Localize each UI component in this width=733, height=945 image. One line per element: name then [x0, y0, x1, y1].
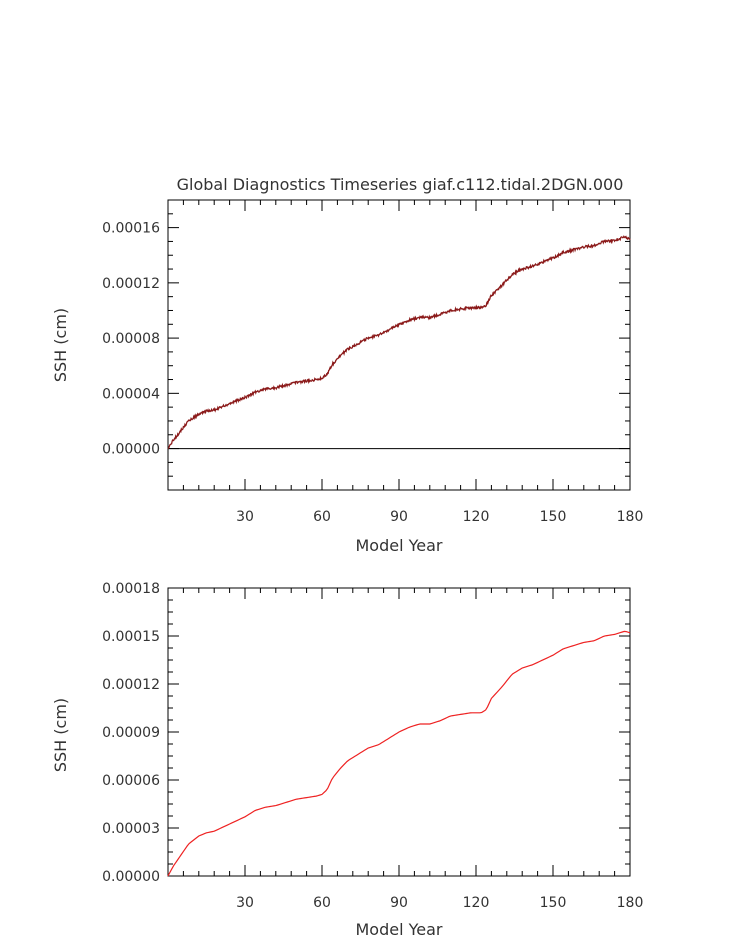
- y-tick-label: 0.00000: [102, 442, 160, 458]
- y-tick-label: 0.00006: [102, 773, 160, 789]
- y-axis-title-bottom: SSH (cm): [51, 698, 70, 772]
- x-tick-label: 60: [313, 509, 331, 525]
- x-tick-label: 90: [390, 895, 408, 911]
- x-tick-label: 60: [313, 895, 331, 911]
- x-axis-title-top: Model Year: [356, 536, 443, 555]
- series-line-ssh-annual: [167, 630, 631, 877]
- y-axis-title-top: SSH (cm): [51, 308, 70, 382]
- x-tick-label: 150: [540, 509, 567, 525]
- x-tick-label: 30: [236, 509, 254, 525]
- plot-frame-top: [167, 199, 631, 491]
- chart-title: Global Diagnostics Timeseries giaf.c112.…: [177, 175, 624, 194]
- x-tick-label: 120: [463, 895, 490, 911]
- y-tick-labels-bottom: 0.00000 0.00003 0.00006 0.00009 0.00012 0.000…: [102, 581, 160, 885]
- y-tick-label: 0.00000: [102, 869, 160, 885]
- series-line-ssh-monthly: [167, 235, 631, 450]
- chart-top: Global Diagnostics Timeseries giaf.c112.…: [51, 175, 643, 555]
- y-tick-label: 0.00012: [102, 276, 160, 292]
- y-tick-label: 0.00009: [102, 725, 160, 741]
- x-tick-labels-top: 30 60 90 120 150 180: [236, 509, 643, 525]
- tick-group-bottom: [168, 587, 631, 877]
- x-tick-label: 120: [463, 509, 490, 525]
- y-tick-label: 0.00003: [102, 821, 160, 837]
- y-tick-label: 0.00004: [102, 386, 160, 402]
- y-tick-labels-top: 0.00000 0.00004 0.00008 0.00012 0.00016: [102, 221, 160, 458]
- y-tick-label: 0.00012: [102, 677, 160, 693]
- x-tick-label: 150: [540, 895, 567, 911]
- y-tick-label: 0.00018: [102, 581, 160, 597]
- x-tick-label: 180: [617, 895, 644, 911]
- chart-bottom: 0.00000 0.00003 0.00006 0.00009 0.00012 0.000…: [51, 581, 643, 939]
- x-tick-label: 180: [617, 509, 644, 525]
- tick-group-top: [168, 199, 631, 491]
- y-tick-label: 0.00016: [102, 221, 160, 237]
- x-tick-label: 30: [236, 895, 254, 911]
- y-tick-label: 0.00015: [102, 629, 160, 645]
- x-tick-label: 90: [390, 509, 408, 525]
- x-tick-labels-bottom: 30 60 90 120 150 180: [236, 895, 643, 911]
- y-tick-label: 0.00008: [102, 331, 160, 347]
- x-axis-title-bottom: Model Year: [356, 920, 443, 939]
